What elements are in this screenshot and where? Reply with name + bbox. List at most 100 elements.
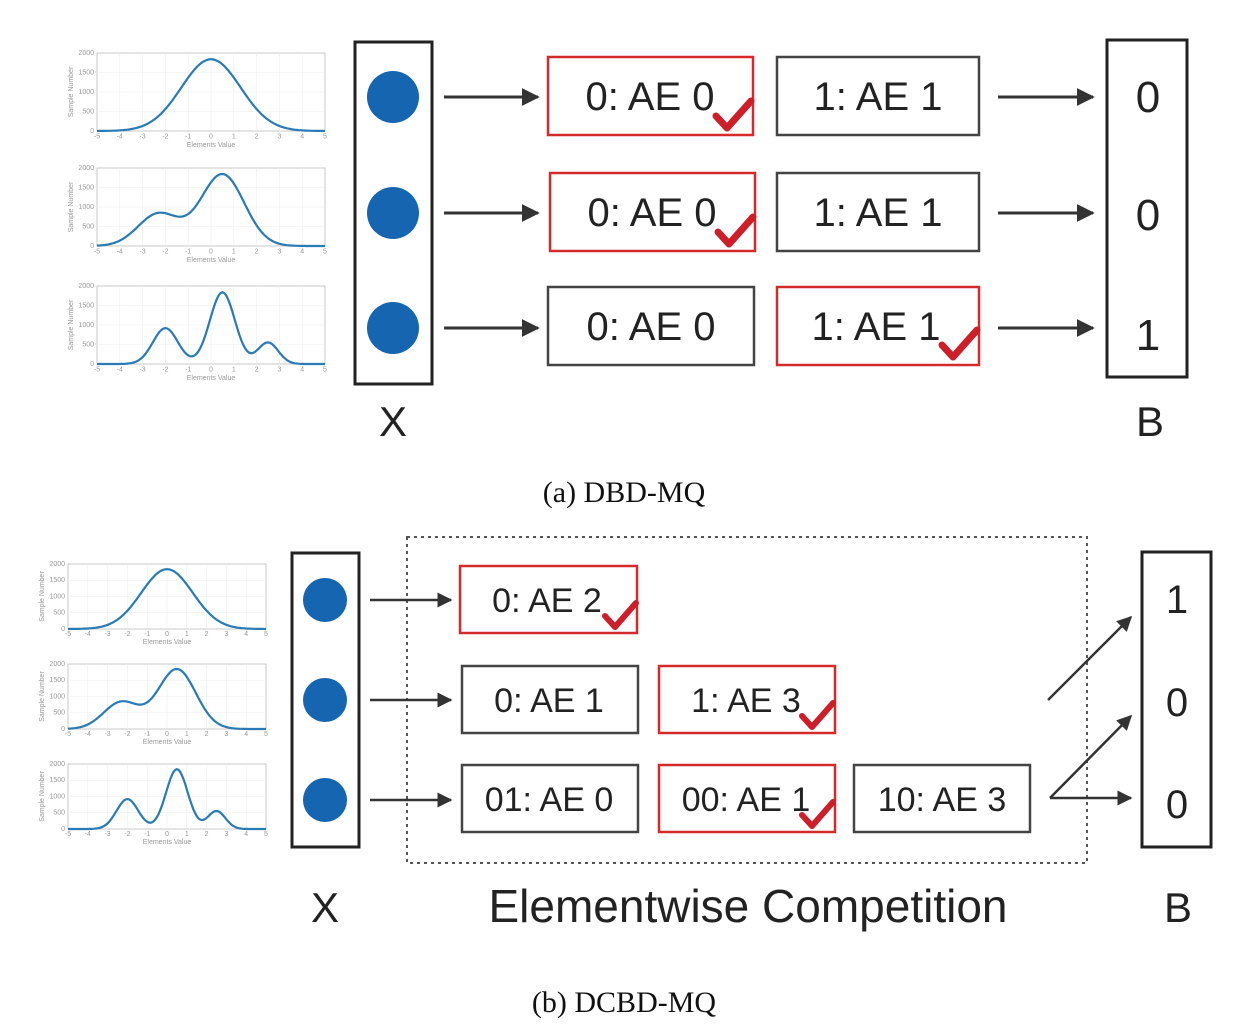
x-tick-label: -5	[94, 248, 100, 255]
x-tick-label: 2	[205, 831, 209, 838]
x-tick-label: 4	[300, 133, 304, 140]
panel-a-b-label: B	[1136, 398, 1164, 445]
x-tick-label: -2	[124, 731, 130, 738]
distribution-curve	[68, 568, 266, 631]
x-tick-label: -5	[65, 631, 71, 638]
distribution-curve	[96, 58, 326, 133]
y-tick-label: 1500	[78, 184, 94, 191]
x-tick-label: -3	[139, 133, 145, 140]
x-tick-label: -4	[85, 631, 91, 638]
x-tick-label: 5	[264, 831, 268, 838]
y-tick-label: 500	[82, 108, 94, 115]
x-tick-label: -1	[185, 248, 191, 255]
x-tick-label: 1	[185, 831, 189, 838]
panel-b-box	[460, 664, 640, 735]
x-tick-label: -5	[94, 133, 100, 140]
check-icon	[714, 213, 757, 248]
x-tick-label: -4	[117, 133, 123, 140]
distribution-curve	[97, 290, 325, 366]
panel-b-box	[852, 763, 1032, 834]
x-tick-label: -5	[65, 831, 71, 838]
panel-b-box-label: 0: AE 2	[492, 582, 602, 620]
x-tick-label: -3	[139, 248, 145, 255]
x-axis-label: Elements Value	[187, 142, 236, 149]
distribution-curve	[67, 667, 266, 731]
y-tick-label: 0	[61, 826, 65, 833]
x-tick-label: 3	[224, 731, 228, 738]
panel-b-box-label: 0: AE 1	[494, 682, 604, 720]
y-tick-label: 1500	[49, 777, 65, 784]
y-tick-label: 1000	[49, 593, 65, 600]
x-tick-label: -4	[85, 831, 91, 838]
x-tick-label: -2	[162, 248, 168, 255]
x-axis-label: Elements Value	[143, 739, 192, 746]
check-icon	[712, 97, 755, 132]
x-tick-label: 5	[264, 631, 268, 638]
y-tick-label: 500	[53, 710, 65, 717]
y-tick-label: 1000	[78, 204, 94, 211]
panel-a-box	[775, 55, 981, 137]
competition-label: Elementwise Competition	[488, 880, 1007, 932]
x-tick-label: 2	[255, 133, 259, 140]
x-tick-label: -1	[144, 831, 150, 838]
panel-b-b-label: B	[1164, 884, 1192, 931]
panel-a-box	[546, 55, 755, 137]
y-tick-label: 1500	[49, 677, 65, 684]
y-tick-label: 0	[61, 726, 65, 733]
x-tick-label: -3	[104, 731, 110, 738]
x-tick-label: -1	[185, 366, 191, 373]
panel-a-box-label: 0: AE 0	[586, 75, 715, 119]
x-tick-label: -2	[124, 831, 130, 838]
x-tick-label: 0	[209, 133, 213, 140]
panel-a-bit: 1	[1136, 311, 1160, 360]
x-tick-label: -4	[85, 731, 91, 738]
x-tick-label: 5	[323, 133, 327, 140]
y-tick-label: 0	[61, 626, 65, 633]
check-icon	[799, 700, 836, 730]
y-axis-label: Sample Number	[68, 181, 75, 232]
y-tick-label: 0	[90, 361, 94, 368]
panel-a-box	[775, 285, 981, 367]
x-tick-label: 0	[209, 366, 213, 373]
panel-b-x-label: X	[311, 884, 339, 931]
x-tick-label: 3	[277, 133, 281, 140]
panel-b-node-2	[303, 678, 347, 722]
y-tick-label: 1500	[78, 302, 94, 309]
x-tick-label: -2	[124, 631, 130, 638]
x-tick-label: 1	[232, 248, 236, 255]
y-tick-label: 500	[53, 610, 65, 617]
x-tick-label: 5	[323, 248, 327, 255]
x-tick-label: -1	[185, 133, 191, 140]
panel-a-node-2	[367, 187, 419, 239]
panel-a-b-column	[1105, 38, 1189, 379]
panel-b-box-label: 10: AE 3	[878, 781, 1007, 819]
y-tick-label: 500	[82, 341, 94, 348]
panel-a-box-label: 0: AE 0	[588, 191, 717, 235]
panel-a-node-3	[367, 302, 419, 354]
x-tick-label: 3	[224, 631, 228, 638]
y-tick-label: 1000	[49, 693, 65, 700]
panel-b-output-arrow	[1049, 714, 1133, 799]
y-tick-label: 1500	[78, 69, 94, 76]
x-tick-label: -5	[65, 731, 71, 738]
panel-a-x-column	[353, 40, 434, 386]
panel-b-bit: 0	[1166, 783, 1188, 827]
x-tick-label: -4	[117, 366, 123, 373]
x-tick-label: 5	[323, 366, 327, 373]
x-tick-label: -5	[94, 366, 100, 373]
x-tick-label: 0	[165, 631, 169, 638]
y-tick-label: 2000	[49, 761, 65, 768]
panel-a-bit: 0	[1136, 191, 1160, 240]
distribution-curve	[96, 172, 325, 248]
panel-a-box-label: 1: AE 1	[814, 191, 943, 235]
x-tick-label: 4	[244, 731, 248, 738]
y-axis-label: Sample Number	[68, 66, 75, 117]
panel-b-bit: 1	[1166, 578, 1188, 622]
panel-b-output-arrow	[1047, 615, 1133, 701]
